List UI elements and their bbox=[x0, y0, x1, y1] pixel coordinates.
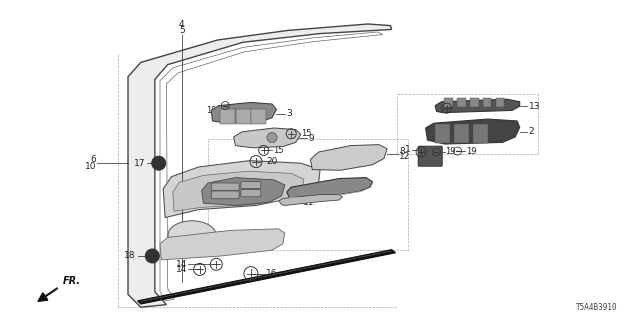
Text: 16: 16 bbox=[266, 269, 277, 278]
FancyBboxPatch shape bbox=[445, 98, 453, 107]
Polygon shape bbox=[128, 24, 392, 307]
Text: FR.: FR. bbox=[63, 276, 81, 286]
FancyBboxPatch shape bbox=[496, 98, 504, 107]
FancyBboxPatch shape bbox=[241, 181, 261, 188]
Text: 5: 5 bbox=[179, 26, 184, 35]
Text: 14: 14 bbox=[175, 265, 187, 274]
Polygon shape bbox=[279, 195, 342, 205]
Text: 15: 15 bbox=[301, 129, 311, 138]
FancyBboxPatch shape bbox=[418, 146, 442, 166]
Text: T5A4B3910: T5A4B3910 bbox=[576, 303, 618, 312]
Text: 7: 7 bbox=[303, 193, 309, 202]
Text: 20: 20 bbox=[266, 157, 278, 166]
Text: 2: 2 bbox=[529, 127, 534, 136]
Polygon shape bbox=[160, 229, 285, 260]
Text: 4: 4 bbox=[179, 20, 184, 29]
Polygon shape bbox=[435, 99, 520, 113]
Polygon shape bbox=[310, 145, 387, 170]
Text: 13: 13 bbox=[529, 102, 540, 111]
Text: 19: 19 bbox=[466, 147, 476, 156]
Text: 3: 3 bbox=[286, 109, 292, 118]
Text: 8: 8 bbox=[399, 147, 405, 156]
FancyBboxPatch shape bbox=[470, 98, 479, 107]
FancyBboxPatch shape bbox=[454, 124, 469, 143]
Text: 15: 15 bbox=[273, 146, 283, 155]
Circle shape bbox=[267, 132, 277, 143]
Circle shape bbox=[145, 249, 159, 263]
FancyBboxPatch shape bbox=[458, 98, 466, 107]
FancyBboxPatch shape bbox=[473, 124, 488, 143]
Text: 12: 12 bbox=[399, 152, 411, 161]
Circle shape bbox=[152, 156, 166, 170]
Polygon shape bbox=[426, 119, 520, 144]
Polygon shape bbox=[173, 171, 304, 211]
FancyBboxPatch shape bbox=[236, 109, 251, 124]
Polygon shape bbox=[138, 250, 396, 304]
FancyBboxPatch shape bbox=[483, 98, 492, 107]
FancyBboxPatch shape bbox=[211, 183, 239, 191]
Polygon shape bbox=[287, 178, 372, 198]
Text: 14: 14 bbox=[175, 260, 187, 269]
FancyBboxPatch shape bbox=[220, 109, 236, 124]
Text: 15: 15 bbox=[457, 104, 467, 113]
Text: 19: 19 bbox=[445, 148, 456, 156]
FancyBboxPatch shape bbox=[435, 124, 450, 143]
Ellipse shape bbox=[168, 221, 216, 250]
Text: 19: 19 bbox=[206, 106, 216, 115]
FancyBboxPatch shape bbox=[211, 191, 239, 199]
Text: 6: 6 bbox=[90, 156, 96, 164]
Polygon shape bbox=[211, 102, 276, 123]
Text: 18: 18 bbox=[124, 252, 136, 260]
Text: 11: 11 bbox=[303, 198, 315, 207]
Polygon shape bbox=[202, 178, 285, 205]
FancyBboxPatch shape bbox=[251, 109, 266, 124]
Text: 1: 1 bbox=[405, 145, 411, 154]
Text: 17: 17 bbox=[134, 159, 146, 168]
FancyBboxPatch shape bbox=[241, 190, 261, 197]
Text: 10: 10 bbox=[84, 162, 96, 171]
Polygon shape bbox=[163, 161, 320, 218]
Polygon shape bbox=[234, 128, 301, 148]
Text: 9: 9 bbox=[308, 134, 314, 143]
